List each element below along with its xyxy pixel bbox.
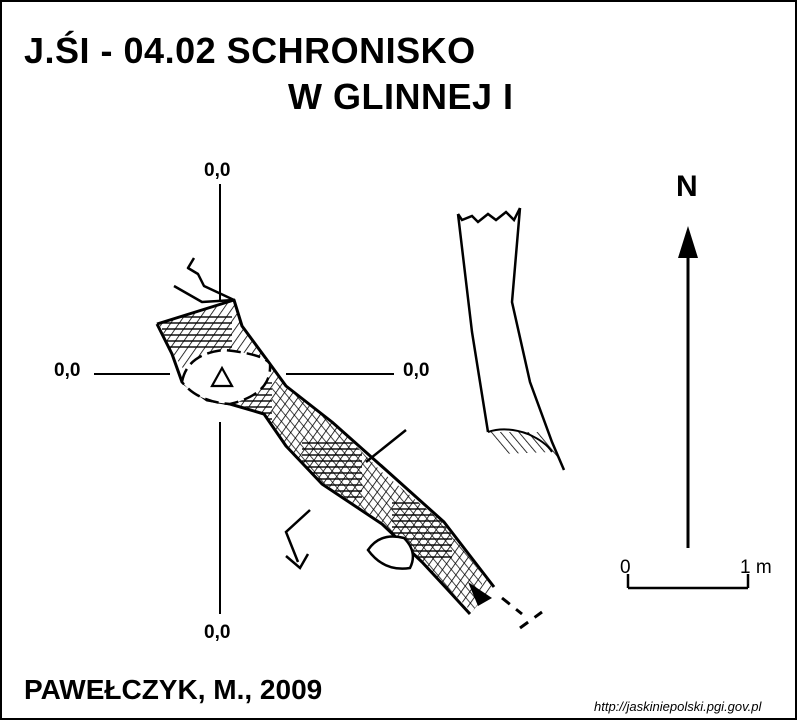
slope-arrow-icon <box>468 582 492 606</box>
cave-floor-hatching <box>159 300 492 612</box>
coordinate-grid <box>94 184 394 614</box>
coordinate-label-bottom: 0,0 <box>204 622 231 643</box>
survey-point-triangle <box>210 365 234 388</box>
cave-outline <box>155 257 496 616</box>
coordinate-label-top: 0,0 <box>204 160 231 181</box>
scale-bar <box>626 574 750 590</box>
title-line-1: J.ŚI - 04.02 SCHRONISKO <box>24 30 476 71</box>
source-url: http://jaskiniepolski.pgi.gov.pl <box>594 699 762 714</box>
cross-section-marker <box>284 429 407 570</box>
north-arrow-icon <box>678 226 698 548</box>
coordinate-label-right: 0,0 <box>403 360 430 381</box>
scale-end-label: 1 m <box>740 557 772 578</box>
north-label: N <box>676 170 698 203</box>
title-line-2: W GLINNEJ I <box>288 76 514 117</box>
passage-continuation <box>501 596 543 630</box>
coordinate-label-left: 0,0 <box>54 360 81 381</box>
cross-section-profile <box>456 207 566 471</box>
scale-start-label: 0 <box>620 557 631 578</box>
author-credit: PAWEŁCZYK, M., 2009 <box>24 674 323 705</box>
